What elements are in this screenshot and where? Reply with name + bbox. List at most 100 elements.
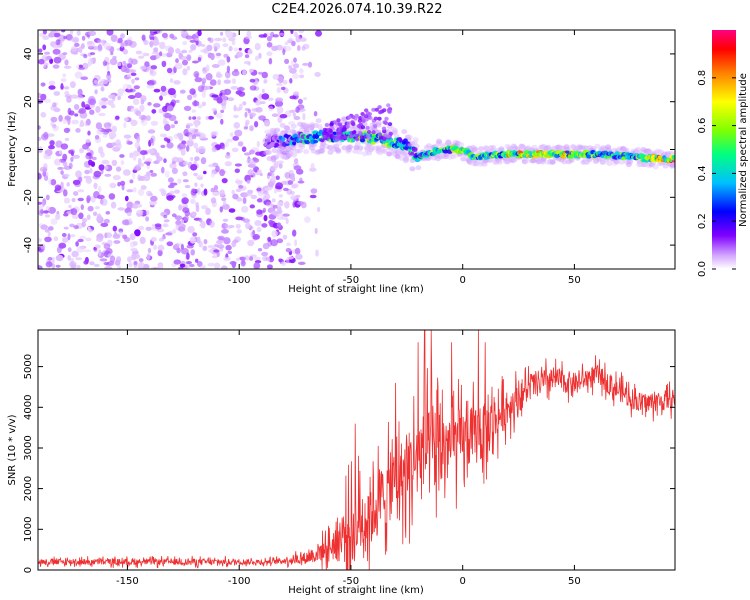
spectrogram-noise-cell <box>134 77 140 81</box>
spectrogram-noise-cell <box>136 135 141 143</box>
spectrogram-noise-cell <box>227 250 232 255</box>
spectrogram-noise-cell <box>303 97 307 101</box>
x-tick-label: -50 <box>343 275 359 286</box>
spectrogram-noise-cell <box>235 223 241 229</box>
x-tick-label: -100 <box>228 576 251 587</box>
spectrogram-noise-cell <box>130 248 138 252</box>
spectrogram-noise-cell <box>87 130 91 136</box>
spectrogram-noise-cell <box>97 39 103 44</box>
spectrogram-noise-cell <box>174 215 183 221</box>
spectrogram-noise-cell <box>186 139 194 147</box>
spectrogram-noise-cell <box>267 236 272 242</box>
spectrogram-noise-cell <box>94 206 100 210</box>
y-tick-label: -40 <box>23 237 34 253</box>
spectrogram-noise-cell <box>127 256 132 263</box>
spectrogram-noise-cell <box>87 205 94 212</box>
spectrogram-noise-cell <box>205 64 210 72</box>
spectrogram-noise-cell <box>257 169 263 174</box>
spectrogram-noise-cell <box>81 218 88 223</box>
spectrogram-noise-cell <box>216 251 220 257</box>
spectrogram-halo-cell <box>285 128 292 134</box>
spectrogram-noise-cell <box>94 89 98 95</box>
spectrogram-noise-cell <box>124 39 133 46</box>
spectrogram-halo-cell <box>281 154 288 160</box>
spectrogram-noise-cell <box>157 244 165 252</box>
spectrogram-noise-cell <box>98 112 106 117</box>
spectrogram-noise-cell <box>192 232 198 237</box>
spectrogram-noise-cell <box>300 108 306 112</box>
colorbar: 0.0 0.2 0.4 0.6 0.8 Normalized spectral ampl… <box>697 30 749 277</box>
spectrogram-noise-cell <box>52 102 57 108</box>
spectrogram-noise-cell <box>61 233 67 237</box>
spectrogram-noise-cell <box>309 194 317 199</box>
spectrogram-branch-cell <box>387 109 392 113</box>
spectrogram-noise-cell <box>132 187 137 193</box>
spectrogram-noise-cell <box>88 95 96 104</box>
spectrogram-noise-cell <box>295 253 303 260</box>
spectrogram-noise-cell <box>220 31 224 36</box>
spectrogram-noise-cell <box>143 161 152 165</box>
spectrogram-noise-cell <box>258 52 262 59</box>
spectrogram-noise-cell <box>175 58 179 64</box>
spectrogram-noise-cell <box>247 48 253 55</box>
spectrogram-noise-cell <box>170 99 176 107</box>
spectrogram-halo-cell <box>623 147 630 153</box>
spectrogram-noise-cell <box>101 105 107 109</box>
spectrogram-ridge-cell <box>292 141 297 146</box>
spectrogram-branch-cell <box>351 130 356 135</box>
spectrogram-ridge-cell <box>359 138 366 143</box>
spectrogram-noise-cell <box>134 92 142 99</box>
spectrogram-noise-cell <box>231 189 235 195</box>
spectrogram-noise-cell <box>117 37 123 44</box>
spectrogram-noise-cell <box>40 112 47 118</box>
spectrogram-noise-cell <box>77 197 84 202</box>
spectrogram-noise-cell <box>117 62 122 67</box>
spectrogram-noise-cell <box>89 52 96 56</box>
spectrogram-noise-cell <box>92 211 98 216</box>
spectrogram-branch-cell <box>349 134 354 139</box>
spectrogram-noise-cell <box>138 258 144 263</box>
spectrogram-noise-cell <box>69 223 75 228</box>
spectrogram-noise-cell <box>289 67 297 74</box>
spectrogram-noise-cell <box>132 98 140 106</box>
spectrogram-noise-cell <box>219 206 223 213</box>
spectrogram-noise-cell <box>217 244 225 249</box>
spectrogram-noise-cell <box>288 65 292 69</box>
spectrogram-halo-cell <box>354 141 361 147</box>
spectrogram-noise-cell <box>88 159 93 166</box>
spectrogram-noise-cell <box>221 146 226 150</box>
spectrogram-halo-cell <box>504 143 511 149</box>
spectrogram-noise-cell <box>282 234 288 240</box>
spectrogram-ridge-cell <box>411 147 418 152</box>
spectrogram-noise-cell <box>98 146 104 154</box>
spectrogram-noise-cell <box>292 201 296 208</box>
spectrogram-halo-cell <box>356 149 363 155</box>
spectrogram-noise-cell <box>49 140 55 146</box>
spectrogram-noise-cell <box>169 33 175 39</box>
spectrogram-noise-cell <box>237 87 245 92</box>
spectrogram-noise-cell <box>95 122 102 130</box>
spectrogram-noise-cell <box>295 35 302 43</box>
spectrogram-halo-cell <box>402 158 409 164</box>
spectrogram-noise-cell <box>101 159 110 165</box>
y-tick-label: 20 <box>23 95 34 108</box>
spectrogram-noise-cell <box>257 191 265 197</box>
spectrogram-noise-cell <box>53 56 62 64</box>
spectrogram-noise-cell <box>282 213 290 217</box>
spectrogram-noise-cell <box>46 55 52 60</box>
spectrogram-noise-cell <box>131 253 137 261</box>
spectrogram-branch-cell <box>381 126 387 131</box>
spectrogram-noise-cell <box>63 197 71 204</box>
spectrogram-noise-cell <box>139 65 147 71</box>
spectrogram-noise-cell <box>135 50 143 55</box>
colorbar-label: Normalized spectral amplitude <box>738 73 749 227</box>
spectrogram-noise-cell <box>247 109 251 114</box>
spectrogram-noise-cell <box>131 78 135 84</box>
spectrogram-noise-cell <box>92 57 96 63</box>
spectrogram-noise-cell <box>126 84 132 90</box>
spectrogram-noise-cell <box>38 147 43 154</box>
spectrogram-noise-cell <box>67 255 71 261</box>
spectrogram-noise-cell <box>275 182 283 190</box>
spectrogram-noise-cell <box>226 56 231 63</box>
